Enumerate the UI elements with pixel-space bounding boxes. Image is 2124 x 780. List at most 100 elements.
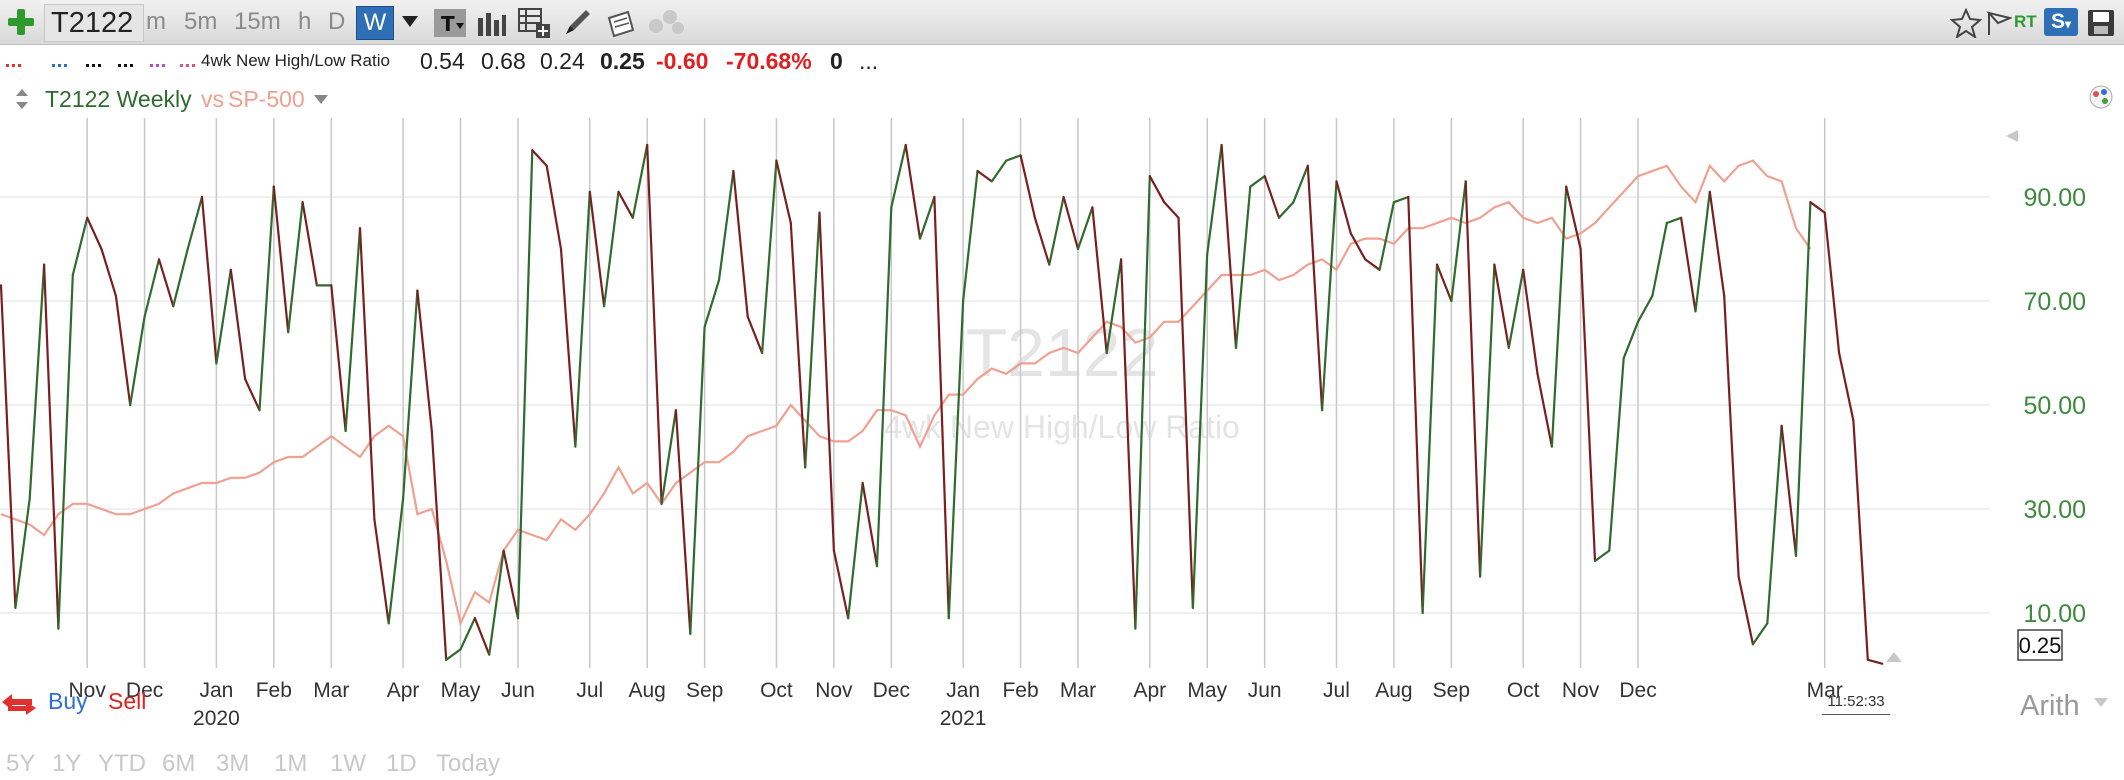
- timeframe-d[interactable]: D: [328, 8, 346, 35]
- series-t2122-segment: [1435, 263, 1453, 303]
- series-t2122-segment: [1249, 175, 1266, 188]
- realtime-label[interactable]: RT: [2014, 12, 2037, 31]
- series-t2122-segment: [1335, 180, 1352, 235]
- series-t2122-segment: [1292, 164, 1309, 204]
- resize-handle-icon[interactable]: [16, 89, 28, 109]
- series-t2122-segment: [1234, 185, 1252, 349]
- y-tick-label: 70.00: [2023, 288, 2086, 316]
- timeframe-w[interactable]: W: [356, 6, 394, 40]
- series-t2122-segment: [1033, 216, 1051, 266]
- series-t2122-segment: [1407, 195, 1424, 615]
- draw-pencil-icon[interactable]: [562, 8, 592, 38]
- series-t2122-segment: [531, 149, 548, 167]
- series-t2122-segment: [832, 549, 850, 620]
- stockcharts-label: S: [2050, 10, 2065, 33]
- scroll-left-icon[interactable]: [2006, 130, 2018, 142]
- share-icon[interactable]: [648, 8, 684, 36]
- series-t2122-segment: [1478, 263, 1496, 578]
- series-t2122-segment: [1392, 195, 1410, 204]
- series-t2122-segment: [1723, 294, 1740, 578]
- timeframe-dropdown-icon[interactable]: [402, 16, 418, 28]
- range-1y-button[interactable]: 1Y: [52, 750, 82, 777]
- series-t2122-segment: [344, 227, 362, 433]
- series-t2122-segment: [1751, 622, 1769, 646]
- scale-dropdown-icon[interactable]: [2094, 698, 2108, 708]
- x-tick-label: Sep: [1433, 679, 1470, 702]
- x-tick-label: Jan: [946, 679, 980, 702]
- series-t2122-segment: [1837, 351, 1855, 422]
- series-t2122-segment: [1364, 258, 1381, 271]
- vs-label: vs: [201, 86, 224, 112]
- series-t2122-segment: [674, 409, 692, 635]
- series-t2122-segment: [588, 190, 606, 308]
- timeframe-5m[interactable]: 5m: [184, 8, 218, 35]
- series-t2122-segment: [1191, 253, 1209, 609]
- range-today-button[interactable]: Today: [436, 750, 501, 777]
- add-indicator-icon[interactable]: [518, 8, 550, 38]
- series-t2122-segment: [559, 247, 577, 448]
- timeframe-h[interactable]: h: [298, 8, 312, 35]
- series-t2122-segment: [1665, 216, 1683, 225]
- range-buttons: 5Y 1Y YTD 6M 3M 1M 1W 1D Today: [0, 748, 700, 780]
- series-t2122-segment: [1019, 154, 1037, 219]
- series-t2122-segment: [818, 211, 836, 552]
- x-tick-label: Jul: [1323, 679, 1350, 702]
- series-t2122-segment: [1005, 154, 1022, 162]
- x-tick-label: Dec: [1619, 679, 1656, 702]
- scale-type-selector[interactable]: Arith: [2020, 690, 2080, 722]
- text-tool-icon[interactable]: T: [434, 9, 466, 37]
- compare-symbol[interactable]: SP-500: [228, 86, 305, 112]
- timeframe-m[interactable]: m: [146, 8, 166, 35]
- range-3m-button[interactable]: 3M: [216, 750, 250, 777]
- series-t2122-segment: [804, 211, 821, 469]
- series-t2122-segment: [904, 143, 922, 240]
- series-t2122-segment: [545, 164, 563, 251]
- range-ytd-button[interactable]: YTD: [98, 750, 146, 777]
- notes-icon[interactable]: [606, 8, 636, 38]
- buy-sell-arrows-icon[interactable]: [2, 690, 36, 718]
- x-tick-label: May: [1187, 679, 1227, 702]
- timeframe-15m[interactable]: 15m: [234, 8, 281, 35]
- series-t2122-segment: [1866, 658, 1884, 665]
- sell-button[interactable]: Sell: [108, 688, 147, 714]
- x-tick-label: Dec: [873, 679, 910, 702]
- series-t2122-segment: [1522, 268, 1539, 375]
- series-t2122-segment: [373, 518, 390, 625]
- series-t2122-segment: [1177, 216, 1195, 609]
- add-chart-icon[interactable]: [6, 7, 36, 37]
- favorite-star-icon[interactable]: [1950, 8, 1982, 38]
- series-t2122-segment: [990, 159, 1008, 183]
- x-tick-label: Mar: [313, 679, 349, 702]
- series-t2122-segment: [71, 216, 89, 277]
- series-t2122-segment: [1163, 201, 1180, 219]
- range-1m-button[interactable]: 1M: [274, 750, 308, 777]
- series-t2122-segment: [875, 206, 893, 568]
- range-5y-button[interactable]: 5Y: [6, 750, 36, 777]
- series-t2122-segment: [1464, 180, 1482, 578]
- style-swatches-icon[interactable]: [6, 58, 196, 70]
- series-t2122-segment: [1076, 206, 1094, 251]
- buy-button[interactable]: Buy: [48, 688, 88, 714]
- x-tick-label: Jun: [501, 679, 535, 702]
- series-t2122-segment: [416, 289, 433, 433]
- svg-text:T: T: [441, 12, 455, 36]
- range-1d-button[interactable]: 1D: [386, 750, 417, 777]
- series-t2122-segment: [1048, 195, 1065, 266]
- series-t2122-segment: [1593, 549, 1611, 563]
- range-6m-button[interactable]: 6M: [162, 750, 196, 777]
- chart-settings-icon[interactable]: [2089, 85, 2113, 109]
- scroll-up-icon[interactable]: [1886, 652, 1902, 662]
- stockcharts-menu-icon[interactable]: S▾: [2044, 8, 2078, 36]
- series-t2122-segment: [631, 143, 649, 219]
- save-icon[interactable]: [2086, 8, 2116, 38]
- chart-type-icon[interactable]: [476, 10, 506, 36]
- compare-dropdown-icon[interactable]: [314, 95, 328, 105]
- alert-flag-icon[interactable]: [1986, 10, 2012, 36]
- chart-title: T2122 Weekly: [45, 86, 192, 112]
- range-1w-button[interactable]: 1W: [330, 750, 366, 777]
- series-t2122-segment: [1708, 190, 1726, 297]
- series-t2122-segment: [1608, 357, 1625, 552]
- symbol-input[interactable]: T2122: [44, 4, 144, 42]
- x-tick-label: Aug: [1375, 679, 1412, 702]
